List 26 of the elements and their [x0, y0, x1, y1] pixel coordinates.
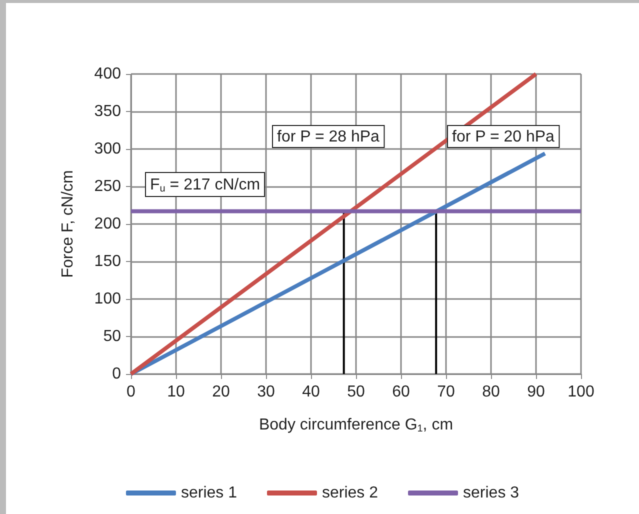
- x-tick-label: 10: [167, 384, 185, 400]
- y-tick-label: 200: [94, 216, 122, 232]
- y-tick-label: 250: [94, 178, 122, 195]
- legend-label: series 3: [463, 484, 520, 502]
- x-tick-label: 0: [126, 384, 136, 400]
- legend-label: series 1: [180, 484, 238, 502]
- y-tick-label: 400: [94, 66, 122, 82]
- legend-label: series 2: [322, 484, 378, 502]
- x-tick-label: 80: [482, 384, 500, 400]
- y-tick-label: 300: [94, 140, 122, 158]
- annotation: for P = 28 hPa: [277, 128, 380, 146]
- y-tick-label: 350: [94, 103, 122, 120]
- x-tick-label: 70: [437, 384, 455, 400]
- x-tick-label: 20: [212, 384, 230, 400]
- x-tick-label: 100: [568, 384, 594, 400]
- x-tick-label: 90: [527, 384, 545, 400]
- x-tick-label: 30: [257, 384, 275, 400]
- x-tick-label: 40: [302, 384, 320, 400]
- y-tick-label: 0: [112, 366, 122, 382]
- x-tick-label: 60: [392, 384, 410, 400]
- annotation: for P = 20 hPa: [452, 128, 555, 146]
- x-tick-label: 50: [347, 384, 365, 400]
- y-tick-label: 50: [103, 328, 122, 345]
- y-tick-label: 150: [94, 253, 122, 270]
- y-axis-title: Force F, cN/cm: [60, 170, 76, 278]
- y-tick-label: 100: [94, 290, 122, 308]
